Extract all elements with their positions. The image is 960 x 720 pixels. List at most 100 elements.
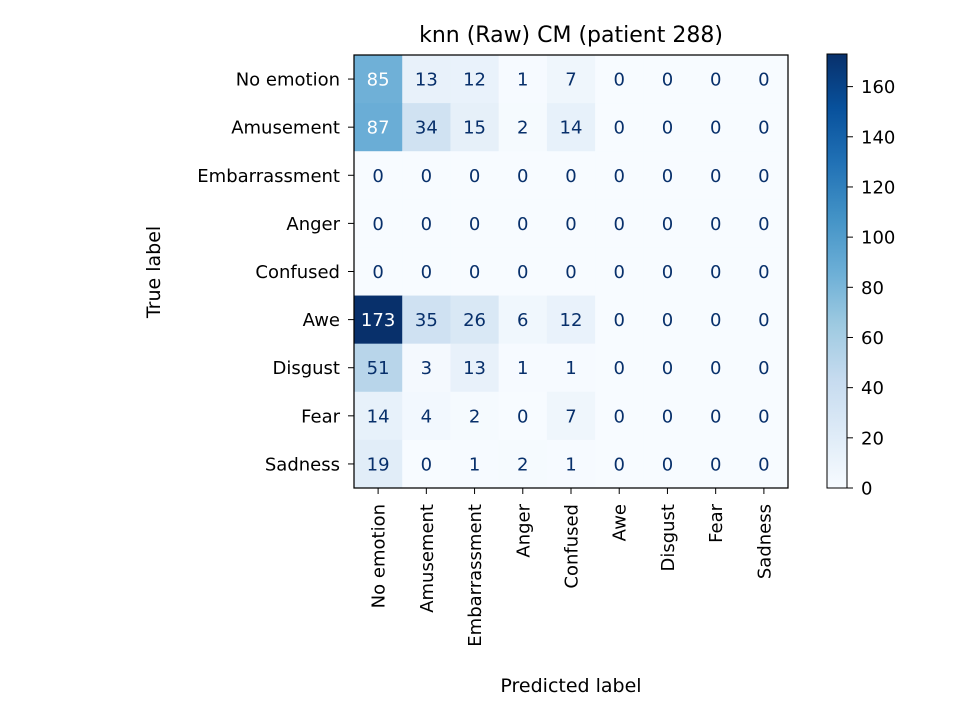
cell-value-label: 0 [613, 406, 624, 427]
heatmap-cell [450, 391, 500, 441]
x-tick-label: Embarrassment [465, 504, 486, 647]
cell-value-label: 0 [613, 262, 624, 283]
cell-value-label: 0 [469, 214, 480, 235]
cell-value-label: 0 [662, 166, 673, 187]
heatmap-cell [450, 199, 500, 248]
cell-value-label: 0 [758, 310, 769, 331]
heatmap-cell [402, 103, 451, 152]
heatmap-cell [450, 103, 500, 152]
heatmap-cell [354, 343, 403, 393]
x-tick-label: Fear [706, 503, 727, 542]
cell-value-label: 0 [710, 358, 721, 379]
heatmap-cell [498, 199, 548, 248]
heatmap-cell [498, 103, 548, 152]
cell-value-label: 0 [565, 262, 576, 283]
heatmap-cell [450, 151, 500, 200]
colorbar-tick-label: 140 [861, 127, 895, 148]
heatmap-cell [402, 151, 451, 200]
heatmap-cell [402, 391, 451, 441]
colorbar-tick-label: 20 [861, 428, 884, 449]
cell-value-label: 1 [565, 454, 576, 475]
cell-value-label: 3 [421, 358, 432, 379]
cell-value-label: 0 [517, 262, 528, 283]
heatmap-cell [643, 295, 693, 345]
x-tick-label: Confused [562, 504, 583, 589]
heatmap-cell [450, 55, 500, 104]
x-tick-label: Anger [513, 503, 534, 557]
cell-value-label: 0 [613, 214, 624, 235]
colorbar-tick-label: 80 [861, 278, 884, 299]
heatmap-cell [691, 439, 741, 489]
cell-value-label: 14 [367, 406, 390, 427]
heatmap-cell [595, 55, 644, 104]
heatmap-cell [691, 151, 741, 200]
y-tick-label: Confused [255, 262, 340, 283]
heatmap-cell [739, 439, 789, 489]
heatmap-cell [498, 247, 548, 297]
heatmap-cell [643, 247, 693, 297]
y-tick-label: Embarrassment [197, 166, 340, 187]
heatmap-cell [546, 247, 596, 297]
y-tick-label: No emotion [236, 70, 340, 91]
cell-value-label: 1 [469, 454, 480, 475]
heatmap-cell [739, 55, 789, 104]
heatmap-cell [498, 295, 548, 345]
y-tick-label: Disgust [272, 358, 340, 379]
cell-value-label: 35 [415, 310, 438, 331]
cell-value-label: 2 [517, 454, 528, 475]
cell-value-label: 4 [421, 406, 432, 427]
colorbar-tick-label: 100 [861, 228, 895, 249]
cell-value-label: 0 [710, 310, 721, 331]
heatmap-cells: 85 13 12 1 7 0 0 0 087 34 15 2 14 0 0 0 00 0 0 0 0 0 0 0 00 0 0 0 0 0… [354, 55, 789, 489]
cell-value-label: 0 [758, 454, 769, 475]
cell-value-label: 0 [758, 406, 769, 427]
y-axis-label: True label [143, 226, 165, 319]
heatmap-cell [498, 343, 548, 393]
heatmap-cell [643, 439, 693, 489]
cell-value-label: 12 [463, 70, 486, 91]
heatmap-cell [402, 247, 451, 297]
heatmap-cell [402, 295, 451, 345]
cell-value-label: 0 [613, 454, 624, 475]
heatmap-cell [595, 103, 644, 152]
cell-value-label: 0 [372, 166, 383, 187]
heatmap-cell [691, 55, 741, 104]
cell-value-label: 7 [565, 70, 576, 91]
heatmap-cell [643, 391, 693, 441]
x-axis-label: Predicted label [500, 675, 641, 697]
cell-value-label: 2 [517, 118, 528, 139]
cell-value-label: 0 [613, 166, 624, 187]
heatmap-cell [450, 439, 500, 489]
cell-value-label: 0 [710, 454, 721, 475]
cell-value-label: 0 [469, 166, 480, 187]
colorbar-tick-label: 120 [861, 177, 895, 198]
cell-value-label: 7 [565, 406, 576, 427]
colorbar [826, 53, 848, 489]
cell-value-label: 0 [421, 262, 432, 283]
cell-value-label: 0 [613, 310, 624, 331]
heatmap-cell [691, 295, 741, 345]
colorbar-ticks: 0 20 40 60 80 100 120 140 160 [847, 77, 895, 500]
y-axis: No emotion Amusement Embarrassment Anger Con… [197, 70, 354, 475]
y-tick-label: Sadness [265, 454, 340, 475]
y-tick-label: Anger [286, 214, 340, 235]
heatmap-cell [643, 151, 693, 200]
heatmap-cell [354, 439, 403, 489]
heatmap-cell [595, 151, 644, 200]
colorbar-tick-label: 0 [861, 479, 872, 500]
heatmap-cell [691, 343, 741, 393]
cell-value-label: 173 [361, 310, 395, 331]
heatmap-cell [546, 295, 596, 345]
cell-value-label: 0 [613, 118, 624, 139]
heatmap-cell [643, 343, 693, 393]
heatmap-cell [546, 151, 596, 200]
heatmap-cell [402, 199, 451, 248]
heatmap-cell [546, 343, 596, 393]
heatmap-cell [595, 343, 644, 393]
chart-title: knn (Raw) CM (patient 288) [419, 23, 723, 48]
heatmap-cell [739, 103, 789, 152]
cell-value-label: 1 [517, 358, 528, 379]
heatmap-cell [402, 343, 451, 393]
heatmap-cell [450, 247, 500, 297]
